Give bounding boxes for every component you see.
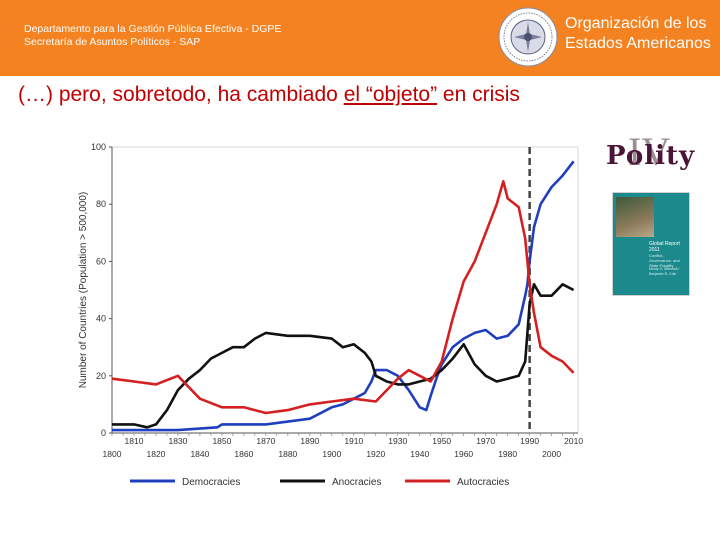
organization-name: Organización de los Estados Americanos bbox=[565, 14, 711, 54]
x-tick-label-bottom: 1880 bbox=[278, 449, 297, 459]
report-cover-photo bbox=[616, 197, 654, 237]
title-plain: (…) pero, sobretodo, ha cambiado bbox=[18, 83, 344, 106]
y-tick-label: 80 bbox=[96, 199, 106, 209]
x-tick-label-top: 1950 bbox=[432, 436, 451, 446]
global-report-cover: Global Report 2011 Conflict, Governance,… bbox=[612, 192, 690, 296]
oas-seal-icon bbox=[498, 7, 558, 67]
x-tick-label-top: 1930 bbox=[388, 436, 407, 446]
org-name-line2: Estados Americanos bbox=[565, 35, 711, 52]
x-tick-label-bottom: 1980 bbox=[498, 449, 517, 459]
legend-label-democracies: Democracies bbox=[182, 477, 240, 488]
header-bar: Departamento para la Gestión Pública Efe… bbox=[0, 0, 720, 76]
y-tick-label: 0 bbox=[101, 428, 106, 438]
x-tick-label-bottom: 1840 bbox=[190, 449, 209, 459]
y-tick-label: 40 bbox=[96, 314, 106, 324]
series-line-autocracies bbox=[111, 179, 575, 415]
x-tick-label-bottom: 1920 bbox=[366, 449, 385, 459]
x-tick-label-top: 1830 bbox=[168, 436, 187, 446]
slide-title: (…) pero, sobretodo, ha cambiado el “obj… bbox=[18, 83, 520, 107]
x-tick-label-top: 1890 bbox=[300, 436, 319, 446]
x-tick-label-bottom: 1900 bbox=[322, 449, 341, 459]
x-tick-label-bottom: 1860 bbox=[234, 449, 253, 459]
regime-type-line-chart: 0 20 40 60 80 100 1810 1830 1850 1870 1890 1910 1930… bbox=[78, 142, 583, 488]
legend-label-anocracies: Anocracies bbox=[332, 477, 381, 488]
title-underlined: el “objeto” bbox=[343, 83, 438, 106]
department-block: Departamento para la Gestión Pública Efe… bbox=[24, 23, 281, 49]
x-tick-label-top: 2010 bbox=[564, 436, 583, 446]
plot-area bbox=[111, 146, 579, 434]
title-end: en crisis bbox=[437, 83, 520, 106]
x-tick-label-top: 1990 bbox=[520, 436, 539, 446]
y-tick-label: 20 bbox=[96, 371, 106, 381]
x-tick-label-bottom: 1940 bbox=[410, 449, 429, 459]
x-tick-label-bottom: 1820 bbox=[147, 449, 166, 459]
x-tick-label-top: 1810 bbox=[125, 436, 144, 446]
report-subtitle: Conflict, Governance, and State Fragilit… bbox=[649, 253, 680, 268]
report-authors: Monty G. Marshall / Benjamin R. Cole bbox=[649, 267, 680, 276]
secretariat-name: Secretaría de Asuntos Políticos - SAP bbox=[24, 36, 201, 48]
polity-numeral: IV bbox=[628, 129, 671, 174]
department-name: Departamento para la Gestión Pública Efe… bbox=[24, 23, 282, 35]
x-tick-label-top: 1870 bbox=[256, 436, 275, 446]
x-tick-label-bottom: 1960 bbox=[454, 449, 473, 459]
x-tick-label-bottom: 2000 bbox=[542, 449, 561, 459]
polity-logo-text: Polity bbox=[606, 141, 696, 171]
y-axis-label: Number of Countries (Population > 500,00… bbox=[78, 192, 89, 389]
series-line-anocracies bbox=[112, 283, 575, 429]
x-tick-label-top: 1910 bbox=[344, 436, 363, 446]
x-tick-label-top: 1850 bbox=[212, 436, 231, 446]
y-tick-label: 100 bbox=[91, 142, 106, 152]
y-tick-label: 60 bbox=[96, 256, 106, 266]
org-name-line1: Organización de los bbox=[565, 15, 707, 32]
report-title: Global Report 2011 bbox=[649, 241, 680, 253]
legend-label-autocracies: Autocracies bbox=[457, 477, 509, 488]
series-line-democracies bbox=[112, 160, 575, 432]
x-tick-label-top: 1970 bbox=[476, 436, 495, 446]
x-tick-label-bottom: 1800 bbox=[103, 449, 122, 459]
